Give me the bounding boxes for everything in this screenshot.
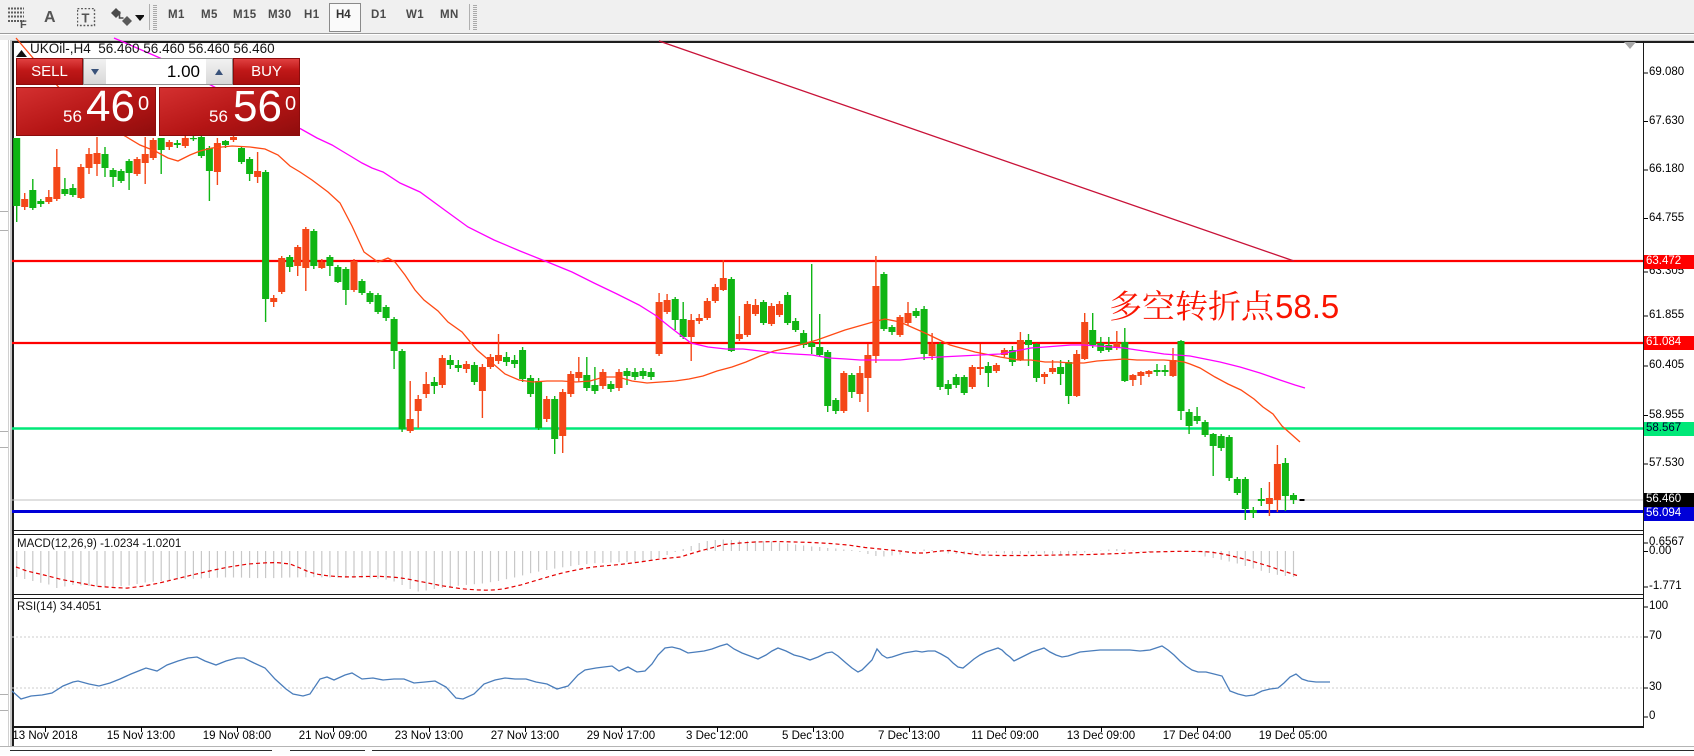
svg-text:T: T xyxy=(82,11,90,26)
svg-text:F: F xyxy=(20,19,27,30)
svg-text:58.5: 58.5 xyxy=(1275,288,1339,325)
